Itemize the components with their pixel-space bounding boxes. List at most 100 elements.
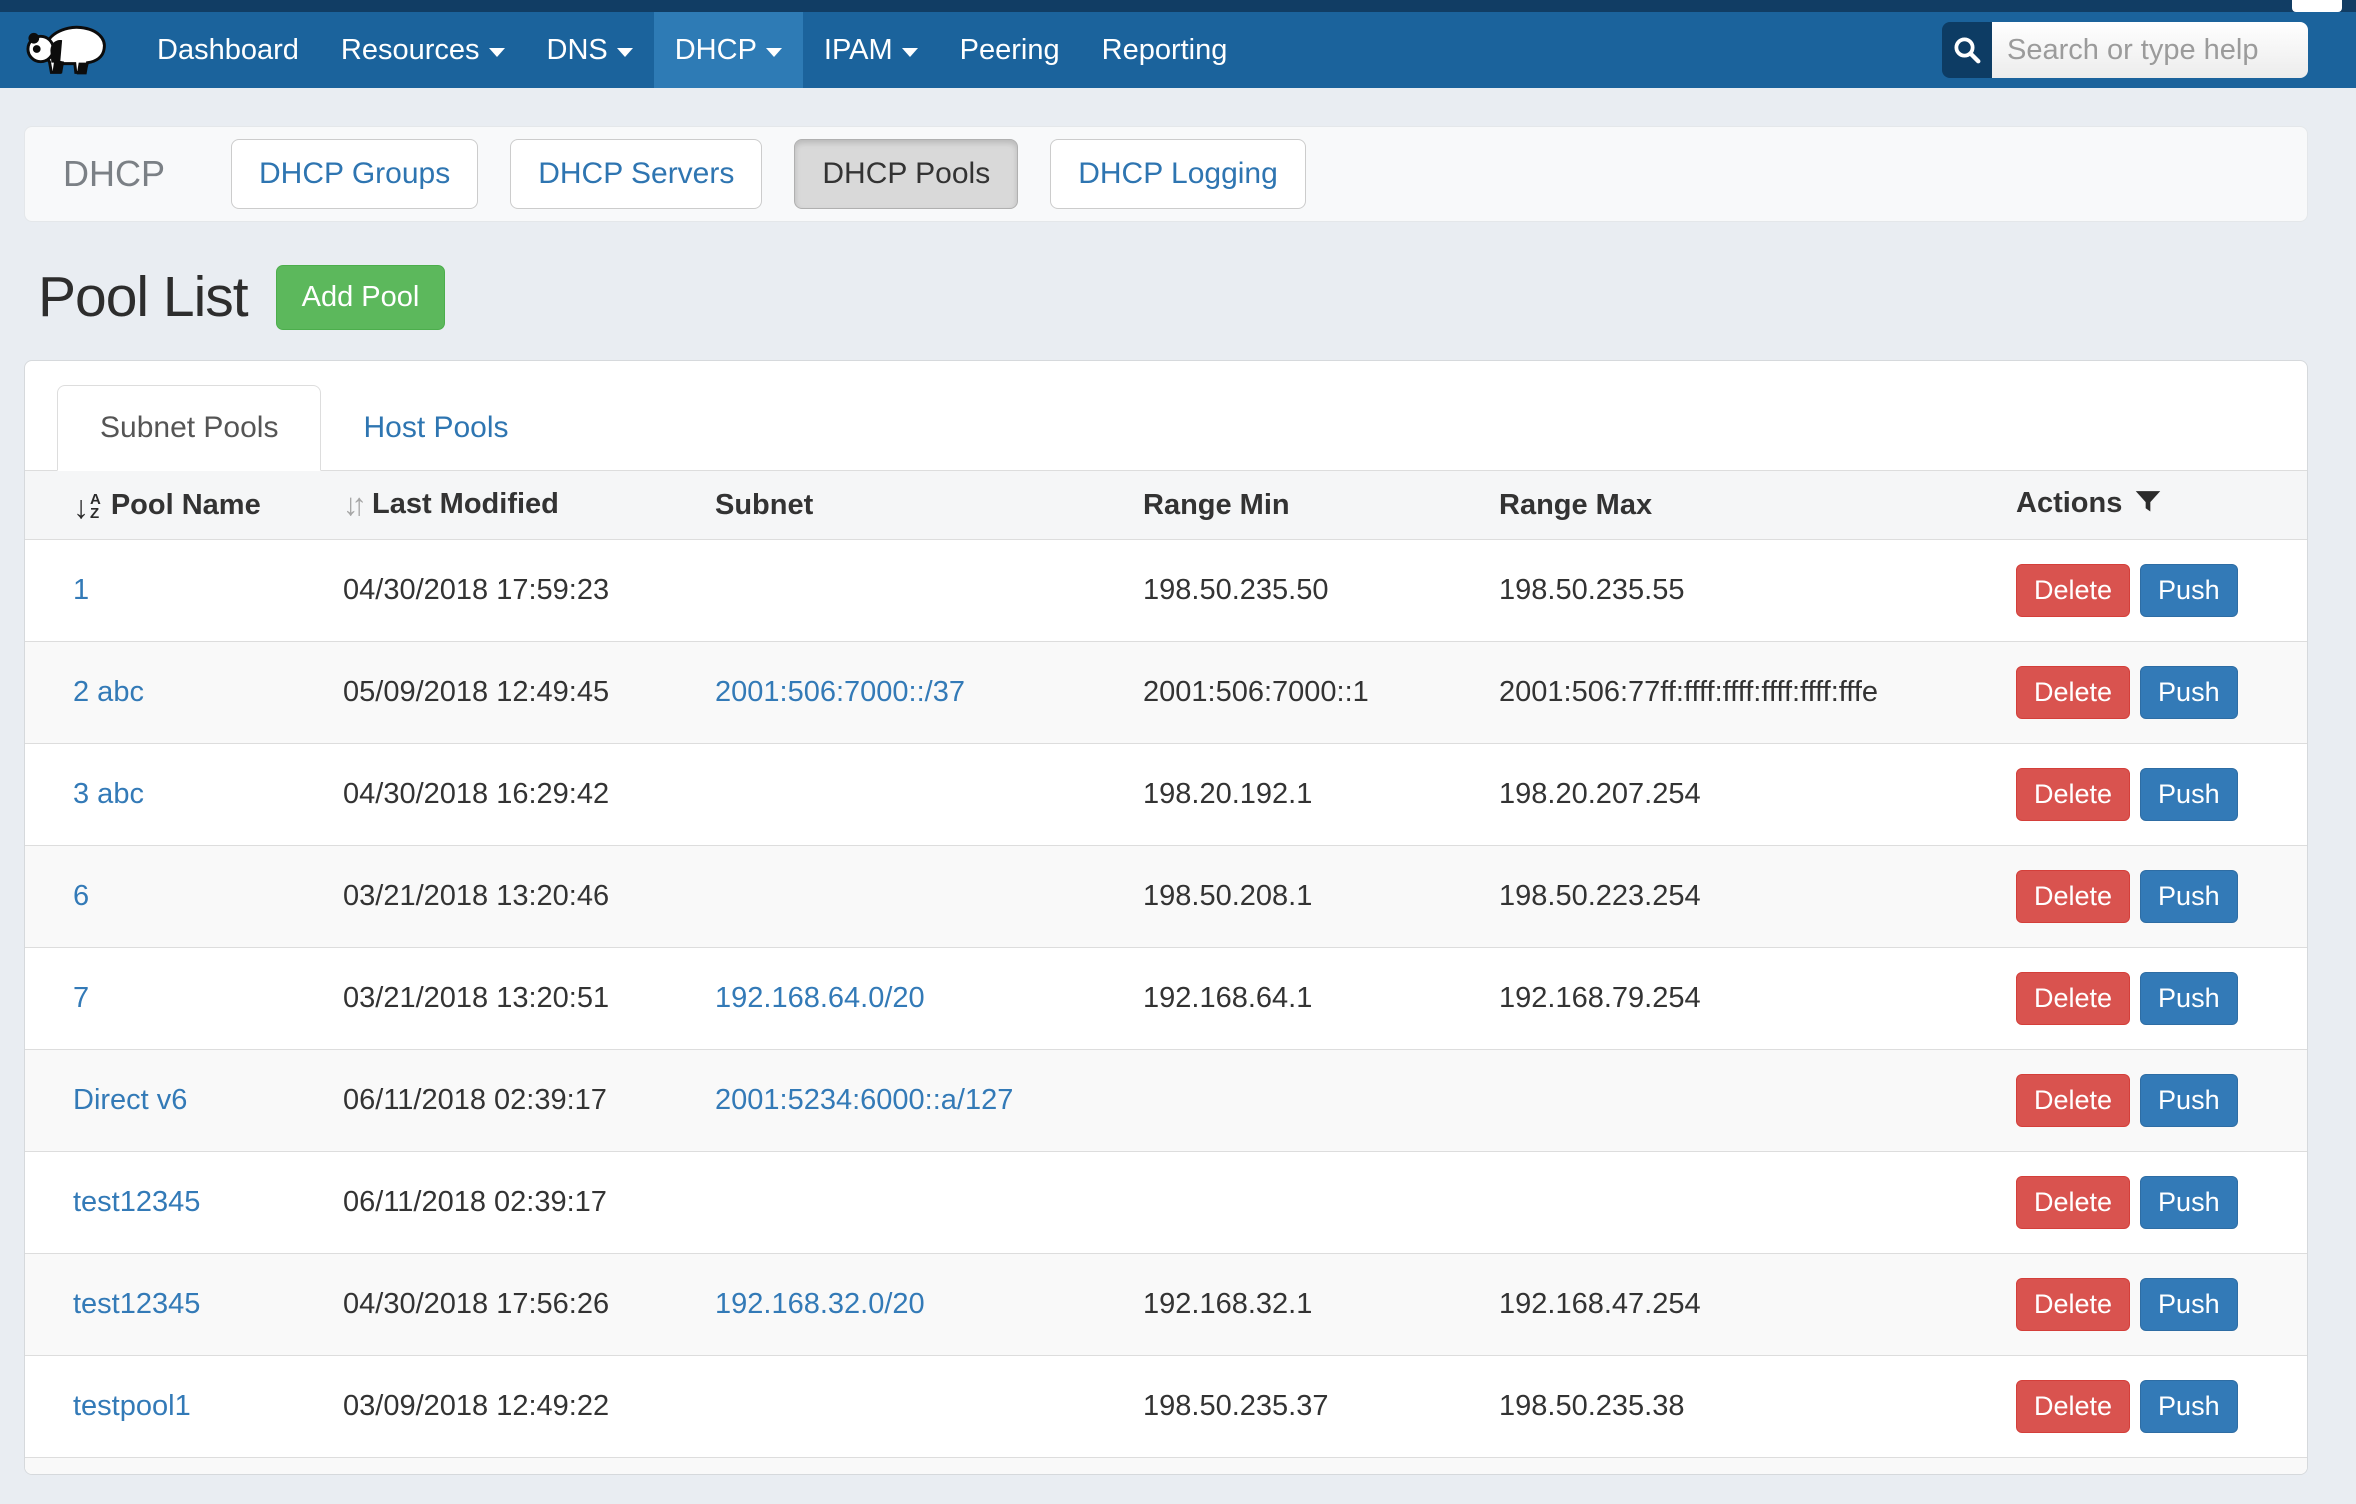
range-min-cell: 198.50.235.29 bbox=[1119, 1458, 1475, 1476]
delete-button[interactable]: Delete bbox=[2016, 768, 2130, 821]
last-modified-cell: 04/30/2018 17:56:26 bbox=[319, 1254, 691, 1356]
nav-item-dashboard[interactable]: Dashboard bbox=[136, 12, 320, 88]
table-row: testpool1 03/09/2018 12:49:22 198.50.235… bbox=[25, 1356, 2307, 1458]
delete-button[interactable]: Delete bbox=[2016, 1074, 2130, 1127]
table-row: test12345 04/30/2018 17:56:26 192.168.32… bbox=[25, 1254, 2307, 1356]
nav-item-ipam[interactable]: IPAM bbox=[803, 12, 939, 88]
pool-name-link[interactable]: 3 abc bbox=[73, 778, 144, 810]
dhcp-pools-button[interactable]: DHCP Pools bbox=[794, 139, 1018, 209]
push-button[interactable]: Push bbox=[2140, 768, 2238, 821]
add-pool-button[interactable]: Add Pool bbox=[276, 265, 446, 330]
panda-logo-icon bbox=[26, 18, 108, 83]
delete-button[interactable]: Delete bbox=[2016, 666, 2130, 719]
col-label: Pool Name bbox=[111, 489, 261, 521]
pool-name-link[interactable]: test12345 bbox=[73, 1288, 200, 1320]
last-modified-cell: 03/21/2018 13:20:46 bbox=[319, 846, 691, 948]
dhcp-groups-button[interactable]: DHCP Groups bbox=[231, 139, 478, 209]
table-row: 7 03/21/2018 13:20:51 192.168.64.0/20 19… bbox=[25, 948, 2307, 1050]
col-header-pool-name[interactable]: ↓AZ Pool Name bbox=[25, 471, 319, 540]
pool-table: ↓AZ Pool Name ↓↑ Last Modified Subnet Rang… bbox=[25, 471, 2307, 1475]
last-modified-cell: 03/21/2018 13:20:51 bbox=[319, 948, 691, 1050]
col-label: Last Modified bbox=[372, 488, 559, 520]
range-max-cell bbox=[1475, 1050, 1992, 1152]
push-button[interactable]: Push bbox=[2140, 1074, 2238, 1127]
range-min-cell bbox=[1119, 1152, 1475, 1254]
col-header-last-modified[interactable]: ↓↑ Last Modified bbox=[319, 471, 691, 540]
nav-label: DHCP bbox=[675, 34, 757, 67]
range-min-cell: 192.168.64.1 bbox=[1119, 948, 1475, 1050]
dhcp-servers-button[interactable]: DHCP Servers bbox=[510, 139, 762, 209]
main-navbar: Dashboard Resources DNS DHCP IPAM Peerin… bbox=[0, 12, 2356, 88]
range-max-cell: 198.20.207.254 bbox=[1475, 744, 1992, 846]
range-min-cell bbox=[1119, 1050, 1475, 1152]
table-row: 2 abc 05/09/2018 12:49:45 2001:506:7000:… bbox=[25, 642, 2307, 744]
dhcp-logging-button[interactable]: DHCP Logging bbox=[1050, 139, 1306, 209]
push-button[interactable]: Push bbox=[2140, 564, 2238, 617]
subnet-link[interactable]: 192.168.32.0/20 bbox=[715, 1288, 925, 1320]
nav-label: Peering bbox=[960, 34, 1060, 67]
search-icon[interactable] bbox=[1942, 22, 1992, 78]
range-max-cell: 198.50.235.30 bbox=[1475, 1458, 1992, 1476]
push-button[interactable]: Push bbox=[2140, 972, 2238, 1025]
range-max-cell: 198.50.235.38 bbox=[1475, 1356, 1992, 1458]
subnav-title: DHCP bbox=[63, 153, 165, 195]
push-button[interactable]: Push bbox=[2140, 666, 2238, 719]
app-logo[interactable] bbox=[26, 12, 108, 88]
pool-name-link[interactable]: test12345 bbox=[73, 1186, 200, 1218]
sort-alpha-asc-icon[interactable]: ↓AZ bbox=[73, 492, 101, 522]
delete-button[interactable]: Delete bbox=[2016, 972, 2130, 1025]
pool-tabs: Subnet Pools Host Pools bbox=[25, 385, 2307, 471]
nav-item-reporting[interactable]: Reporting bbox=[1081, 12, 1249, 88]
col-header-range-min[interactable]: Range Min bbox=[1119, 471, 1475, 540]
delete-button[interactable]: Delete bbox=[2016, 1380, 2130, 1433]
range-min-cell: 2001:506:7000::1 bbox=[1119, 642, 1475, 744]
nav-item-resources[interactable]: Resources bbox=[320, 12, 526, 88]
search-input[interactable] bbox=[1992, 22, 2308, 78]
last-modified-cell: 03/09/2018 12:49:22 bbox=[319, 1356, 691, 1458]
nav-label: Resources bbox=[341, 34, 480, 67]
subnet-link[interactable]: 2001:506:7000::/37 bbox=[715, 676, 965, 708]
range-max-cell: 198.50.223.254 bbox=[1475, 846, 1992, 948]
pool-name-link[interactable]: 1 bbox=[73, 574, 89, 606]
delete-button[interactable]: Delete bbox=[2016, 1278, 2130, 1331]
push-button[interactable]: Push bbox=[2140, 1176, 2238, 1229]
page-title: Pool List bbox=[38, 264, 248, 330]
col-header-subnet[interactable]: Subnet bbox=[691, 471, 1119, 540]
last-modified-cell: 06/11/2018 02:39:17 bbox=[319, 1050, 691, 1152]
filter-icon[interactable] bbox=[2134, 490, 2162, 522]
col-label: Range Min bbox=[1143, 489, 1290, 521]
delete-button[interactable]: Delete bbox=[2016, 564, 2130, 617]
pool-name-link[interactable]: 6 bbox=[73, 880, 89, 912]
last-modified-cell: 04/30/2018 16:29:42 bbox=[319, 744, 691, 846]
nav-items: Dashboard Resources DNS DHCP IPAM Peerin… bbox=[136, 12, 1248, 88]
sort-icon[interactable]: ↓↑ bbox=[343, 487, 360, 522]
pool-list-panel: Subnet Pools Host Pools ↓AZ Pool Name ↓↑ L… bbox=[24, 360, 2308, 1475]
col-header-range-max[interactable]: Range Max bbox=[1475, 471, 1992, 540]
pool-name-link[interactable]: testpool1 bbox=[73, 1390, 191, 1422]
nav-item-peering[interactable]: Peering bbox=[939, 12, 1081, 88]
tab-subnet-pools[interactable]: Subnet Pools bbox=[57, 385, 321, 471]
global-search bbox=[1942, 22, 2308, 78]
last-modified-cell: 04/30/2018 17:59:23 bbox=[319, 540, 691, 642]
pool-name-link[interactable]: 2 abc bbox=[73, 676, 144, 708]
nav-item-dhcp[interactable]: DHCP bbox=[654, 12, 803, 88]
tab-host-pools[interactable]: Host Pools bbox=[321, 386, 550, 470]
push-button[interactable]: Push bbox=[2140, 1278, 2238, 1331]
range-min-cell: 198.50.235.50 bbox=[1119, 540, 1475, 642]
nav-item-dns[interactable]: DNS bbox=[526, 12, 654, 88]
col-label: Range Max bbox=[1499, 489, 1652, 521]
delete-button[interactable]: Delete bbox=[2016, 870, 2130, 923]
pool-name-link[interactable]: 7 bbox=[73, 982, 89, 1014]
last-modified-cell: 06/11/2018 02:39:17 bbox=[319, 1152, 691, 1254]
pool-name-link[interactable]: Direct v6 bbox=[73, 1084, 187, 1116]
subnet-link[interactable]: 192.168.64.0/20 bbox=[715, 982, 925, 1014]
subnet-link[interactable]: 2001:5234:6000::a/127 bbox=[715, 1084, 1013, 1116]
top-strip bbox=[0, 0, 2356, 12]
push-button[interactable]: Push bbox=[2140, 870, 2238, 923]
table-row: test12345 06/11/2018 02:39:17 DeletePush bbox=[25, 1152, 2307, 1254]
chevron-down-icon bbox=[766, 48, 782, 57]
top-right-box bbox=[2292, 0, 2342, 12]
nav-label: Reporting bbox=[1102, 34, 1228, 67]
push-button[interactable]: Push bbox=[2140, 1380, 2238, 1433]
delete-button[interactable]: Delete bbox=[2016, 1176, 2130, 1229]
